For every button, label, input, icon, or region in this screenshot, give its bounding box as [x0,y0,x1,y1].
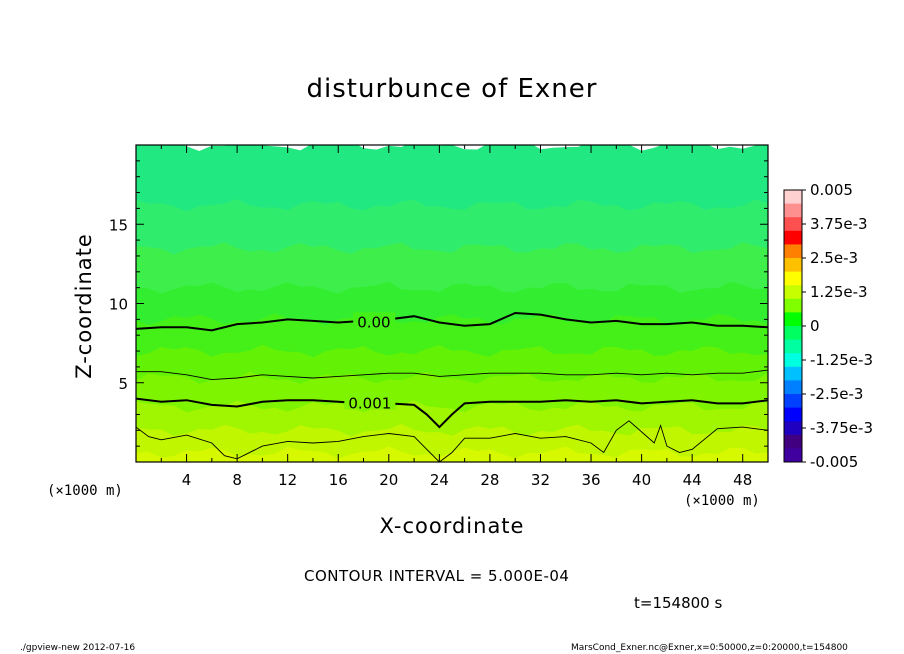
footer-left: ./gpview-new 2012-07-16 [20,643,136,653]
colorbar-segment [784,312,802,327]
y-tick-label: 5 [118,375,128,393]
x-tick-label: 28 [480,471,499,489]
colorbar-segment [784,217,802,232]
colorbar-segment [784,339,802,354]
colorbar-segment [784,190,802,205]
colorbar-segment [784,285,802,300]
colorbar-label: -1.25e-3 [810,351,873,369]
colorbar-segment [784,258,802,273]
colorbar-segment [784,244,802,259]
y-tick-label: 15 [109,216,128,234]
x-tick-label: 40 [632,471,651,489]
y-axis-ticks: 5 10 15 [109,160,768,447]
colorbar-segment [784,203,802,218]
contour-lines [136,311,768,462]
colorbar-label: 0 [810,317,820,335]
contour-line [136,397,768,429]
colorbar-label: -2.5e-3 [810,385,863,403]
colorbar-label: -0.005 [810,453,858,471]
colorbar-segment [784,434,802,449]
x-tick-label: 24 [430,471,449,489]
contour-labels: 0.00 0.001 [344,312,396,412]
shaded-bands [136,145,768,462]
x-tick-label: 16 [329,471,348,489]
colorbar-segment [784,394,802,409]
shaded-band [136,446,768,462]
y-axis-unit: (×1000 m) [47,483,123,499]
contour-label-bg [353,312,396,329]
contour-line [136,369,768,381]
colorbar: 0.005 3.75e-3 2.5e-3 1.25e-3 0 -1.25e-3 -2.5e-… [783,181,873,471]
colorbar-segment [784,326,802,341]
contour-line [136,420,768,462]
chart-title: disturbunce of Exner [306,74,598,104]
contour-label-bg [344,393,396,410]
contour-label: 0.00 [357,313,390,331]
colorbar-label: 3.75e-3 [810,215,868,233]
x-tick-label: 36 [581,471,600,489]
colorbar-segment [784,407,802,422]
x-axis-ticks: 4 8 12 16 20 24 28 32 36 40 44 48 [160,145,752,489]
y-tick-label: 10 [109,296,128,314]
x-tick-label: 4 [182,471,192,489]
colorbar-label: 0.005 [810,181,853,199]
x-tick-label: 48 [733,471,752,489]
x-tick-label: 8 [232,471,242,489]
contour-label: 0.001 [348,394,391,412]
footer-right: MarsCond_Exner.nc@Exner,x=0:50000,z=0:20… [571,643,848,653]
time-stamp: t=154800 s [634,594,723,612]
colorbar-segment [784,380,802,395]
colorbar-segment [784,230,802,245]
y-axis-label: Z-coordinate [72,233,96,379]
colorbar-segment [784,421,802,436]
x-axis-unit: (×1000 m) [684,493,760,509]
x-tick-label: 20 [379,471,398,489]
contour-line [136,311,768,332]
contour-interval-note: CONTOUR INTERVAL = 5.000E-04 [304,567,570,585]
colorbar-segment [784,366,802,381]
colorbar-segment [784,353,802,368]
colorbar-segment [784,271,802,286]
colorbar-label: 2.5e-3 [810,249,858,267]
colorbar-segment [784,448,802,463]
colorbar-segment [784,298,802,313]
x-axis-label: X-coordinate [379,514,525,538]
colorbar-label: -3.75e-3 [810,419,873,437]
x-tick-label: 12 [278,471,297,489]
x-tick-label: 44 [683,471,702,489]
colorbar-label: 1.25e-3 [810,283,868,301]
x-tick-label: 32 [531,471,550,489]
